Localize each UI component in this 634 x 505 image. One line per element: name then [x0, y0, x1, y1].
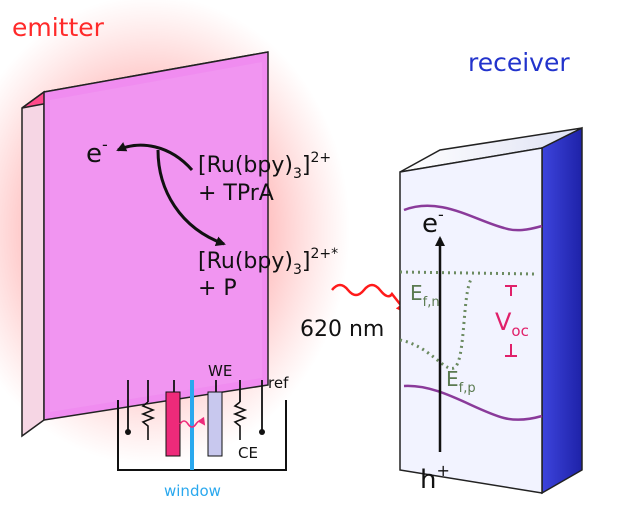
cb-electron-label: e-	[422, 205, 444, 239]
complex-ground-label: [Ru(bpy)3]2+	[198, 150, 331, 182]
cell-working-electrode	[207, 391, 223, 457]
wavelength-label: 620 nm	[300, 317, 384, 342]
resistor-icon	[232, 401, 248, 440]
hole-quasi-fermi-level	[399, 277, 474, 370]
curved-arrow-icon	[116, 142, 194, 171]
resistor-icon	[140, 401, 156, 440]
cell-photon-arrow	[179, 416, 206, 428]
receiver-block	[399, 126, 583, 495]
curved-arrow-icon	[156, 149, 226, 246]
wavy-photon-arrow-icon	[331, 283, 408, 315]
vb-hole-label: h+	[420, 461, 450, 495]
valence-band	[403, 384, 543, 421]
cell-window-label: window	[164, 482, 221, 500]
cell-ref-label: ref	[268, 374, 289, 392]
emitter-electron-label: e-	[86, 135, 108, 169]
complex-excited-line2: + P	[198, 276, 237, 301]
complex-excited-label: [Ru(bpy)3]2+*	[198, 246, 338, 278]
conduction-band	[403, 204, 543, 232]
voc-bracket	[505, 285, 517, 357]
efp-label: Ef,p	[446, 367, 476, 396]
cell-emitter-electrode	[165, 391, 181, 457]
efn-label: Ef,n	[410, 281, 440, 310]
complex-ground-line2: + TPrA	[198, 181, 274, 206]
emitter-plate	[21, 51, 269, 438]
electrochemical-cell	[117, 380, 287, 471]
cell-we-label: WE	[208, 362, 232, 380]
receiver-label: receiver	[468, 48, 570, 77]
emitter-label: emitter	[12, 13, 105, 42]
voc-label: Voc	[495, 308, 529, 340]
cell-ce-label: CE	[238, 444, 258, 462]
